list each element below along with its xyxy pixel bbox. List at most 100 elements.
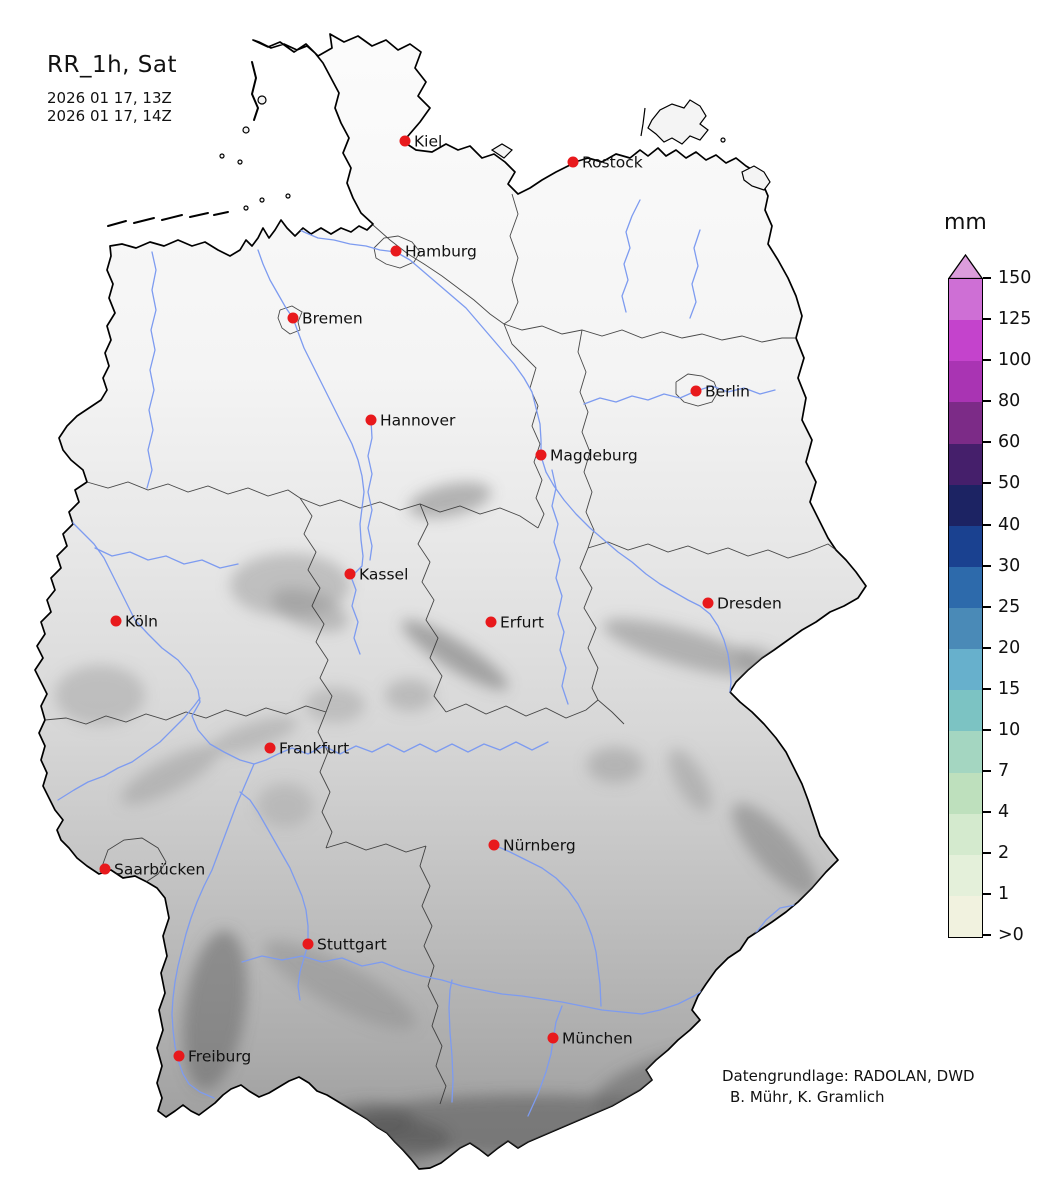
colorbar-tick [983,893,991,896]
colorbar-tick [983,359,991,362]
colorbar-tick-label: 20 [998,637,1021,658]
colorbar-tick-label: 150 [998,268,1032,288]
colorbar-segment [949,731,982,773]
city-marker-hamburg: Hamburg [390,243,477,261]
islands [107,61,771,227]
city-label: Rostock [582,154,643,172]
city-dot [302,938,314,950]
city-dot [344,568,356,580]
city-marker-saarbücken: Saarbücken [99,861,205,879]
valid-time-start: 2026 01 17, 13Z [47,89,172,107]
city-marker-dresden: Dresden [702,595,782,613]
city-label: Stuttgart [317,936,387,954]
colorbar-segment [949,484,982,526]
colorbar-tick [983,934,991,937]
colorbar-tick-label: 50 [998,473,1021,494]
city-dot [535,449,547,461]
city-label: München [562,1030,633,1048]
colorbar-segment [949,772,982,814]
attribution-authors: B. Mühr, K. Gramlich [730,1088,885,1106]
city-dot [690,385,702,397]
colorbar-tick [983,441,991,444]
colorbar-segment [949,320,982,362]
city-label: Saarbücken [114,861,205,879]
colorbar-unit-label: mm [944,210,987,235]
city-dot [99,863,111,875]
city-label: Hannover [380,412,456,430]
colorbar-tick-label: 100 [998,350,1032,371]
valid-times: 2026 01 17, 13Z 2026 01 17, 14Z [47,89,177,125]
city-label: Berlin [705,383,750,401]
colorbar-segment [949,402,982,444]
colorbar-segment [949,649,982,691]
colorbar-tick [983,770,991,773]
colorbar-tick [983,852,991,855]
city-marker-magdeburg: Magdeburg [535,447,638,465]
city-dot [173,1050,185,1062]
colorbar-tick [983,523,991,526]
city-dot [567,156,579,168]
city-dot [485,616,497,628]
city-marker-bremen: Bremen [287,310,363,328]
colorbar-tick [983,482,991,485]
city-label: Bremen [302,310,363,328]
colorbar-segment [949,854,982,896]
colorbar-segments [948,278,983,938]
city-dot [110,615,122,627]
city-marker-rostock: Rostock [567,154,643,172]
city-label: Kassel [359,566,408,584]
city-marker-kassel: Kassel [344,566,408,584]
city-dot [399,135,411,147]
colorbar-segment [949,443,982,485]
colorbar-segment [949,279,982,321]
city-marker-freiburg: Freiburg [173,1048,251,1066]
colorbar-tick [983,318,991,321]
city-label: Köln [125,613,158,631]
city-dot [547,1032,559,1044]
city-label: Magdeburg [550,447,638,465]
colorbar-overflow-arrow [948,254,983,279]
colorbar-tick [983,277,991,279]
valid-time-end: 2026 01 17, 14Z [47,107,172,125]
city-dot [390,245,402,257]
colorbar-tick [983,605,991,608]
city-label: Hamburg [405,243,477,261]
city-dot [264,742,276,754]
colorbar-tick-label: 40 [998,514,1021,535]
city-marker-berlin: Berlin [690,383,750,401]
city-label: Dresden [717,595,782,613]
colorbar-tick [983,728,991,731]
city-dot [365,414,377,426]
city-label: Freiburg [188,1048,251,1066]
colorbar-tick [983,564,991,567]
state-borders [44,193,837,1105]
city-label: Nürnberg [503,837,576,855]
colorbar-tick-label: 25 [998,596,1021,617]
colorbar-tick-label: 80 [998,391,1021,412]
colorbar-tick-label: 2 [998,843,1010,864]
attribution: Datengrundlage: RADOLAN, DWD B. Mühr, K.… [722,1066,975,1108]
colorbar-tick [983,687,991,690]
colorbar-segment [949,690,982,732]
colorbar-tick [983,646,991,649]
colorbar-tick-label: 4 [998,802,1010,823]
page-title: RR_1h, Sat [47,52,178,78]
colorbar-tick-label: 60 [998,432,1021,453]
city-marker-münchen: München [547,1030,633,1048]
colorbar-segment [949,361,982,403]
colorbar-tick-label: 15 [998,678,1021,699]
city-marker-nürnberg: Nürnberg [488,837,576,855]
colorbar-tick [983,811,991,814]
colorbar-tick-label: 10 [998,719,1021,740]
city-dot [488,839,500,851]
city-marker-erfurt: Erfurt [485,614,544,632]
colorbar-tick-label: 7 [998,761,1010,782]
city-marker-köln: Köln [110,613,158,631]
colorbar-segment [949,813,982,855]
colorbar-ticks: 150 125 100 80 60 50 40 30 25 20 15 10 7 4 2 1 >0 [983,268,1053,945]
colorbar-tick [983,400,991,403]
city-marker-stuttgart: Stuttgart [302,936,387,954]
colorbar-tick-label: 1 [998,884,1010,905]
city-marker-kiel: Kiel [399,133,442,151]
